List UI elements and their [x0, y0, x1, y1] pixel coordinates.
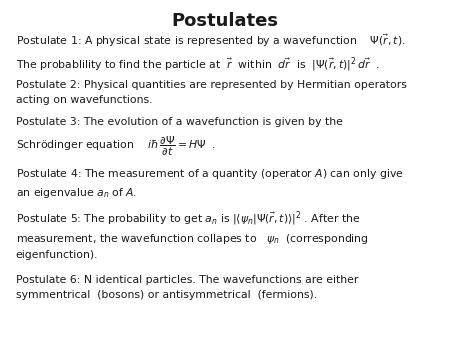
Text: Postulates: Postulates — [171, 12, 279, 30]
Text: Postulate 3: The evolution of a wavefunction is given by the
Schrödinger equatio: Postulate 3: The evolution of a wavefunc… — [16, 117, 342, 158]
Text: Postulate 4: The measurement of a quantity (operator $A$) can only give
an eigen: Postulate 4: The measurement of a quanti… — [16, 167, 404, 200]
Text: Postulate 6: N identical particles. The wavefunctions are either
symmentrical  (: Postulate 6: N identical particles. The … — [16, 275, 358, 300]
Text: Postulate 2: Physical quantities are represented by Hermitian operators
acting o: Postulate 2: Physical quantities are rep… — [16, 80, 407, 105]
Text: Postulate 5: The probability to get $a_n$ is $|\langle\psi_n|\Psi(\vec{r},t)\ran: Postulate 5: The probability to get $a_n… — [16, 209, 369, 261]
Text: Postulate 1: A physical state is represented by a wavefunction    $\Psi(\vec{r},: Postulate 1: A physical state is represe… — [16, 32, 405, 73]
